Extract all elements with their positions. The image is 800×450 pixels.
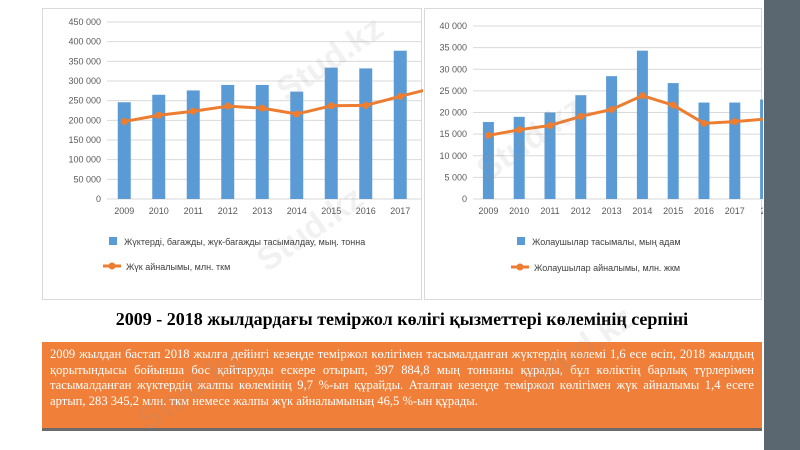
x-tick-label: 2015 [321,206,341,216]
bar [482,122,494,199]
passenger-chart: 0 5 000 10 000 15 000 20 000 25 000 30 000 35 0… [439,21,763,273]
legend-swatch-bar [517,237,525,245]
bar [359,68,373,199]
line-point [362,101,370,109]
series-line [488,94,763,137]
x-tick-label: 2010 [509,206,529,216]
y-tick-label: 150 000 [68,135,101,145]
bar [760,99,763,199]
y-tick-label: 400 000 [68,37,101,47]
line-point [546,121,554,129]
y-tick-label: 200 000 [68,115,101,125]
legend-label: Жүк айналымы, млн. ткм [126,262,230,272]
line-point [515,126,523,134]
x-tick-label: 2010 [149,206,169,216]
y-tick-label: 100 000 [68,155,101,165]
y-tick-label: 300 000 [68,76,101,86]
y-tick-label: 35 000 [439,43,467,53]
line-point [293,110,301,118]
y-tick-label: 30 000 [439,64,467,74]
y-tick-label: 40 000 [439,21,467,31]
y-tick-label: 450 000 [68,17,101,27]
legend-label: Жүктерді, багажды, жүк-багажды тасымалда… [124,237,365,247]
legend-swatch-marker [516,263,524,271]
bar [698,102,710,199]
bar [255,84,269,199]
y-tick-label: 15 000 [439,129,467,139]
summary-paragraph: 2009 жылдан бастап 2018 жылға дейінгі ке… [50,347,754,408]
bar [606,76,618,199]
series-line [123,89,423,123]
line-point [731,118,739,126]
x-tick-label: 2013 [252,206,272,216]
line-point [700,119,708,127]
slide-title: 2009 - 2018 жылдардағы теміржол көлігі қ… [115,309,689,329]
x-tick-label: 2009 [478,206,498,216]
line-point [258,104,266,112]
y-tick-label: 250 000 [68,96,101,106]
y-tick-label: 20 000 [439,108,467,118]
bar [729,102,741,199]
side-accent-bar [764,0,800,450]
y-tick-label: 350 000 [68,56,101,66]
bar [117,102,131,199]
x-tick-label: 2012 [218,206,238,216]
bar [324,67,338,199]
bar [152,94,166,199]
line-point [120,118,128,126]
freight-chart-panel: 0 50 000 100 000 150 000 200 000 250 000 300 0… [42,8,423,300]
x-tick-label: 2012 [571,206,591,216]
x-tick-label: 2014 [632,206,652,216]
bar [575,95,587,199]
x-tick-label: 2017 [725,206,745,216]
x-tick-label: 2017 [390,206,410,216]
y-tick-label: 50 000 [73,174,101,184]
y-tick-label: 10 000 [439,151,467,161]
bar [636,50,648,200]
x-tick-label: 2009 [114,206,134,216]
bar [667,83,679,199]
line-point [189,107,197,115]
bar [544,112,556,199]
legend-label: Жолаушылар айналымы, млн. жкм [534,263,680,273]
bar [186,90,200,199]
bar [393,50,407,199]
y-tick-label: 0 [462,194,467,204]
legend-swatch-marker [108,262,116,270]
y-tick-label: 25 000 [439,86,467,96]
line-point [327,102,335,110]
bar [290,91,304,199]
x-tick-label: 2015 [663,206,683,216]
x-tick-label: 2014 [287,206,307,216]
legend-swatch-bar [109,237,117,245]
x-tick-label: 2013 [602,206,622,216]
line-point [484,131,492,139]
line-point [669,101,677,109]
x-tick-label: 2011 [184,206,203,216]
x-tick-label: 2016 [356,206,376,216]
y-tick-label: 0 [96,194,101,204]
summary-text-box: 2009 жылдан бастап 2018 жылға дейінгі ке… [42,342,762,428]
bar [513,116,525,199]
line-point [577,112,585,120]
line-point [155,111,163,119]
text-box-shadow [42,428,762,431]
x-tick-label: 2016 [694,206,714,216]
passenger-chart-panel: 0 5 000 10 000 15 000 20 000 25 000 30 000 35 0… [424,8,763,300]
x-tick-label: 2011 [540,206,559,216]
y-tick-label: 5 000 [444,172,467,182]
freight-chart: 0 50 000 100 000 150 000 200 000 250 000 300 0… [68,17,423,272]
line-point [224,102,232,110]
bar [221,84,235,199]
line-point [638,92,646,100]
line-point [608,105,616,113]
legend-label: Жолаушылар тасымалы, мың адам [532,237,681,247]
line-point [396,92,404,100]
x-tick-label: 20 [761,206,763,216]
